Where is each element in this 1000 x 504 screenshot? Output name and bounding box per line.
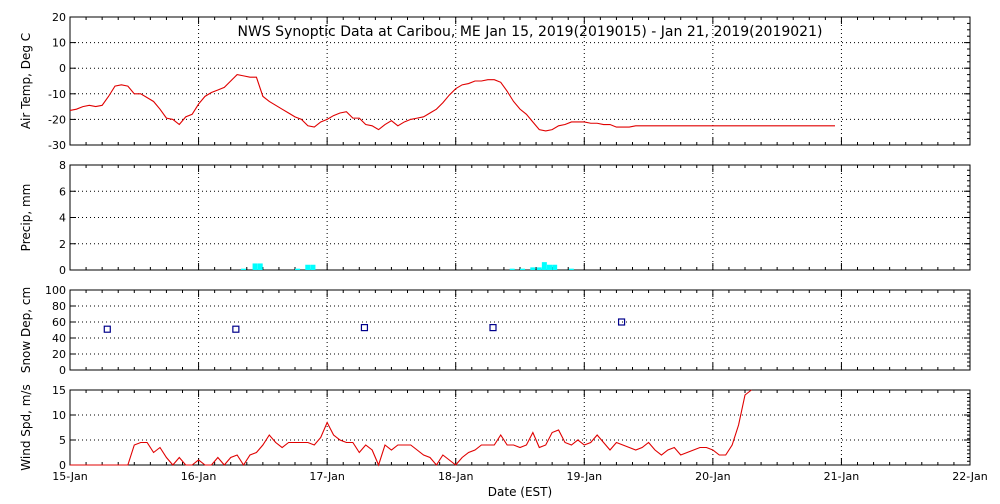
x-axis-label: Date (EST) (488, 485, 552, 499)
x-tick-label: 19-Jan (567, 470, 603, 483)
panel-frame (69, 289, 971, 371)
x-tick-label: 22-Jan (952, 470, 988, 483)
wind-speed-line (70, 389, 752, 467)
y-axis-label: Wind Spd, m/s (19, 384, 33, 470)
y-tick-label: -20 (48, 113, 66, 126)
y-tick-label: 4 (59, 212, 66, 225)
y-tick-label: -10 (48, 88, 66, 101)
snow-depth-point (489, 324, 497, 332)
precip-bar (552, 264, 558, 270)
precip-bar (310, 264, 316, 270)
precip-bar (257, 263, 263, 270)
precip-bar (241, 268, 246, 270)
precip-bar (520, 268, 525, 270)
panel-frame (69, 389, 971, 466)
y-tick-label: 20 (52, 11, 66, 24)
snow-depth-point (232, 325, 240, 333)
snow-depth-point (360, 324, 369, 332)
y-tick-label: 15 (52, 384, 66, 397)
y-axis-label: Precip, mm (19, 184, 33, 252)
y-tick-label: 40 (52, 332, 66, 345)
y-tick-label: 0 (59, 264, 66, 277)
x-tick-label: 21-Jan (824, 470, 860, 483)
y-tick-label: 20 (52, 348, 66, 361)
y-axis-label: Air Temp, Deg C (19, 33, 33, 129)
air-temp-line (69, 74, 835, 132)
precip-bar (305, 264, 311, 270)
y-tick-label: 5 (59, 434, 66, 447)
snow-depth-point (103, 325, 111, 333)
y-tick-label: 0 (59, 62, 66, 75)
y-tick-label: 8 (59, 159, 66, 172)
y-tick-label: 10 (52, 409, 66, 422)
y-tick-label: 100 (45, 284, 66, 297)
precip-bar (568, 268, 574, 270)
precip-bar (295, 268, 300, 270)
x-tick-label: 17-Jan (309, 470, 345, 483)
precip-bar (536, 267, 542, 270)
precip-bar (547, 264, 552, 270)
precip-bar (252, 263, 258, 270)
snow-depth-point (617, 318, 626, 326)
y-tick-label: 10 (52, 37, 66, 50)
x-tick-label: 16-Jan (181, 470, 217, 483)
y-tick-label: -30 (48, 139, 66, 152)
x-tick-label: 18-Jan (438, 470, 474, 483)
y-tick-label: 80 (52, 300, 66, 313)
precip-bar (509, 268, 515, 270)
y-tick-label: 60 (52, 316, 66, 329)
y-axis-label: Snow Dep, cm (19, 287, 33, 373)
y-tick-label: 6 (59, 185, 66, 198)
y-tick-label: 0 (59, 364, 66, 377)
y-tick-label: 2 (59, 238, 66, 251)
precip-bar (530, 267, 536, 270)
chart-title: NWS Synoptic Data at Caribou, ME Jan 15,… (238, 24, 823, 40)
x-tick-label: 15-Jan (52, 470, 88, 483)
x-tick-label: 20-Jan (695, 470, 731, 483)
precip-bar (541, 262, 547, 270)
y-tick-label: 0 (59, 459, 66, 472)
